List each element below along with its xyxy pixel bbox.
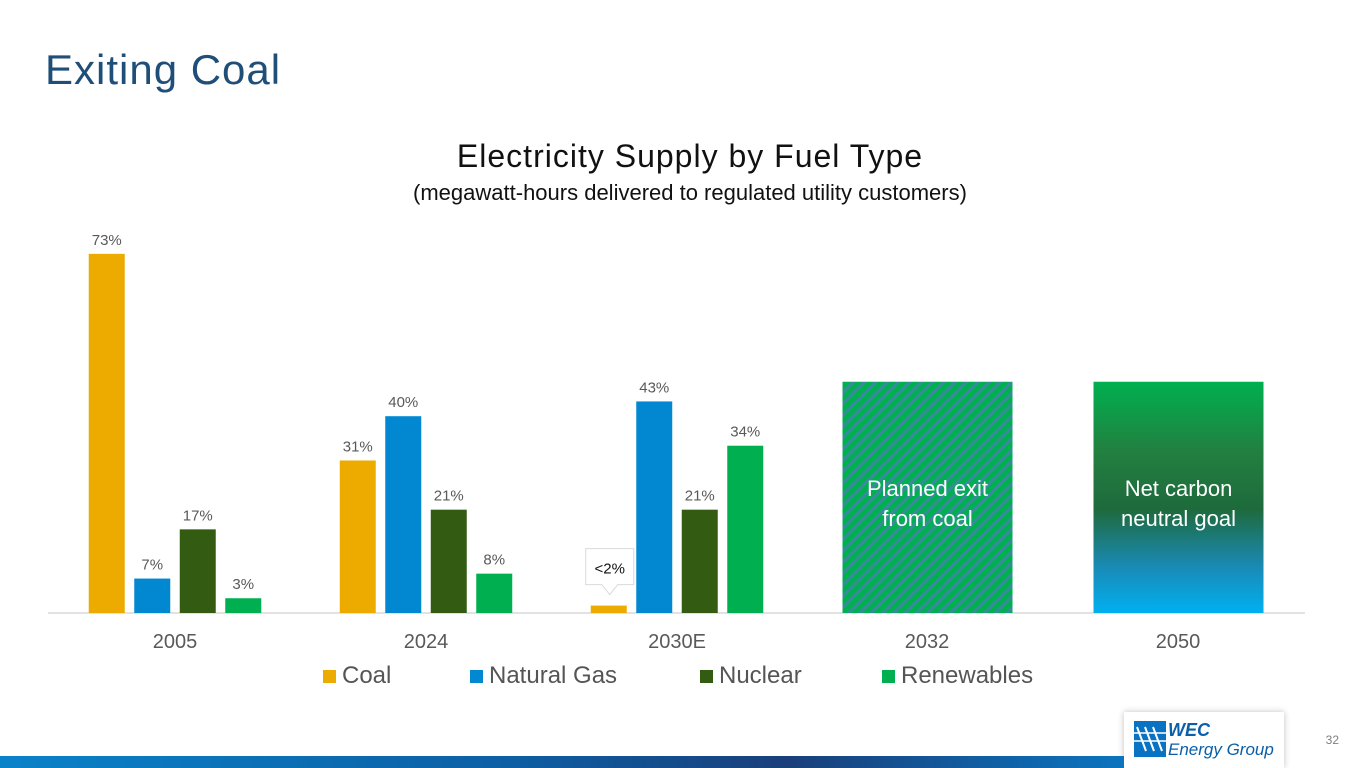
data-label-natural-gas-2005: 7% (141, 557, 163, 574)
chart-subtitle: (megawatt-hours delivered to regulated u… (413, 180, 967, 205)
milestone-box-2032 (842, 381, 1013, 613)
footer-bar (0, 756, 1124, 768)
bar-natural-gas-2005 (134, 578, 171, 613)
milestone-label-line1-2050: Net carbon (1125, 476, 1233, 501)
bar-renewables-2030e (727, 445, 764, 613)
legend-swatch-renewables (882, 669, 895, 683)
data-label-renewables-2030e: 34% (730, 424, 760, 441)
legend-item-renewables: Renewables (882, 662, 1033, 690)
callout-bubble (585, 548, 635, 596)
legend-label-nuclear: Nuclear (719, 662, 802, 689)
page-title: Exiting Coal (45, 46, 282, 93)
legend-label-coal: Coal (342, 662, 392, 689)
milestone-box-2050 (1093, 381, 1264, 613)
data-label-coal-2030e: <2% (595, 561, 625, 578)
bar-renewables-2024 (476, 573, 513, 613)
chart-legend: Coal Natural Gas Nuclear Renewables (0, 662, 1365, 694)
data-label-nuclear-2030e: 21% (685, 488, 715, 505)
bar-natural-gas-2024 (385, 416, 422, 613)
x-tick-label-2030e: 2030E (648, 631, 706, 653)
legend-item-coal: Coal (323, 662, 391, 690)
page-number: 32 (1325, 733, 1339, 747)
legend-item-nuclear: Nuclear (700, 662, 802, 690)
x-tick-label-2005: 2005 (153, 631, 198, 653)
data-label-renewables-2024: 8% (483, 552, 505, 569)
bar-coal-2024 (339, 460, 376, 613)
logo-line1: WEC (1168, 720, 1210, 740)
data-label-natural-gas-2024: 40% (388, 394, 418, 411)
data-label-nuclear-2024: 21% (434, 488, 464, 505)
legend-swatch-natural-gas (470, 669, 483, 683)
x-tick-label-2032: 2032 (905, 631, 950, 653)
milestone-label-line2-2050: neutral goal (1121, 506, 1236, 531)
wec-logo-icon (1134, 721, 1166, 757)
bar-chart: 2005 2024 2030E 2032 2050 73% 31% <2% 7% 40% 43% 17… (48, 232, 1305, 653)
legend-swatch-nuclear (700, 669, 713, 683)
bar-nuclear-2005 (179, 529, 216, 613)
legend-swatch-coal (323, 669, 336, 683)
bar-nuclear-2024 (430, 509, 467, 613)
bar-coal-2030e (590, 605, 627, 613)
bar-coal-2005 (88, 253, 125, 613)
bar-natural-gas-2030e (636, 401, 673, 613)
bar-nuclear-2030e (681, 509, 718, 613)
data-label-nuclear-2005: 17% (183, 507, 213, 524)
legend-label-natural-gas: Natural Gas (489, 662, 618, 689)
data-label-renewables-2005: 3% (232, 576, 254, 593)
data-label-coal-2024: 31% (343, 438, 373, 455)
data-label-natural-gas-2030e: 43% (639, 379, 669, 396)
x-tick-label-2024: 2024 (404, 631, 449, 653)
milestone-label-line2-2032: from coal (882, 506, 972, 531)
company-logo: WEC Energy Group (1124, 712, 1284, 768)
legend-item-natural-gas: Natural Gas (470, 662, 617, 690)
milestone-label-line1-2032: Planned exit (867, 476, 988, 501)
data-label-coal-2005: 73% (92, 232, 122, 249)
x-tick-label-2050: 2050 (1156, 631, 1201, 653)
logo-line2: Energy Group (1168, 740, 1274, 759)
chart-title: Electricity Supply by Fuel Type (456, 138, 924, 174)
legend-label-renewables: Renewables (901, 662, 1034, 689)
bar-renewables-2005 (225, 598, 262, 613)
